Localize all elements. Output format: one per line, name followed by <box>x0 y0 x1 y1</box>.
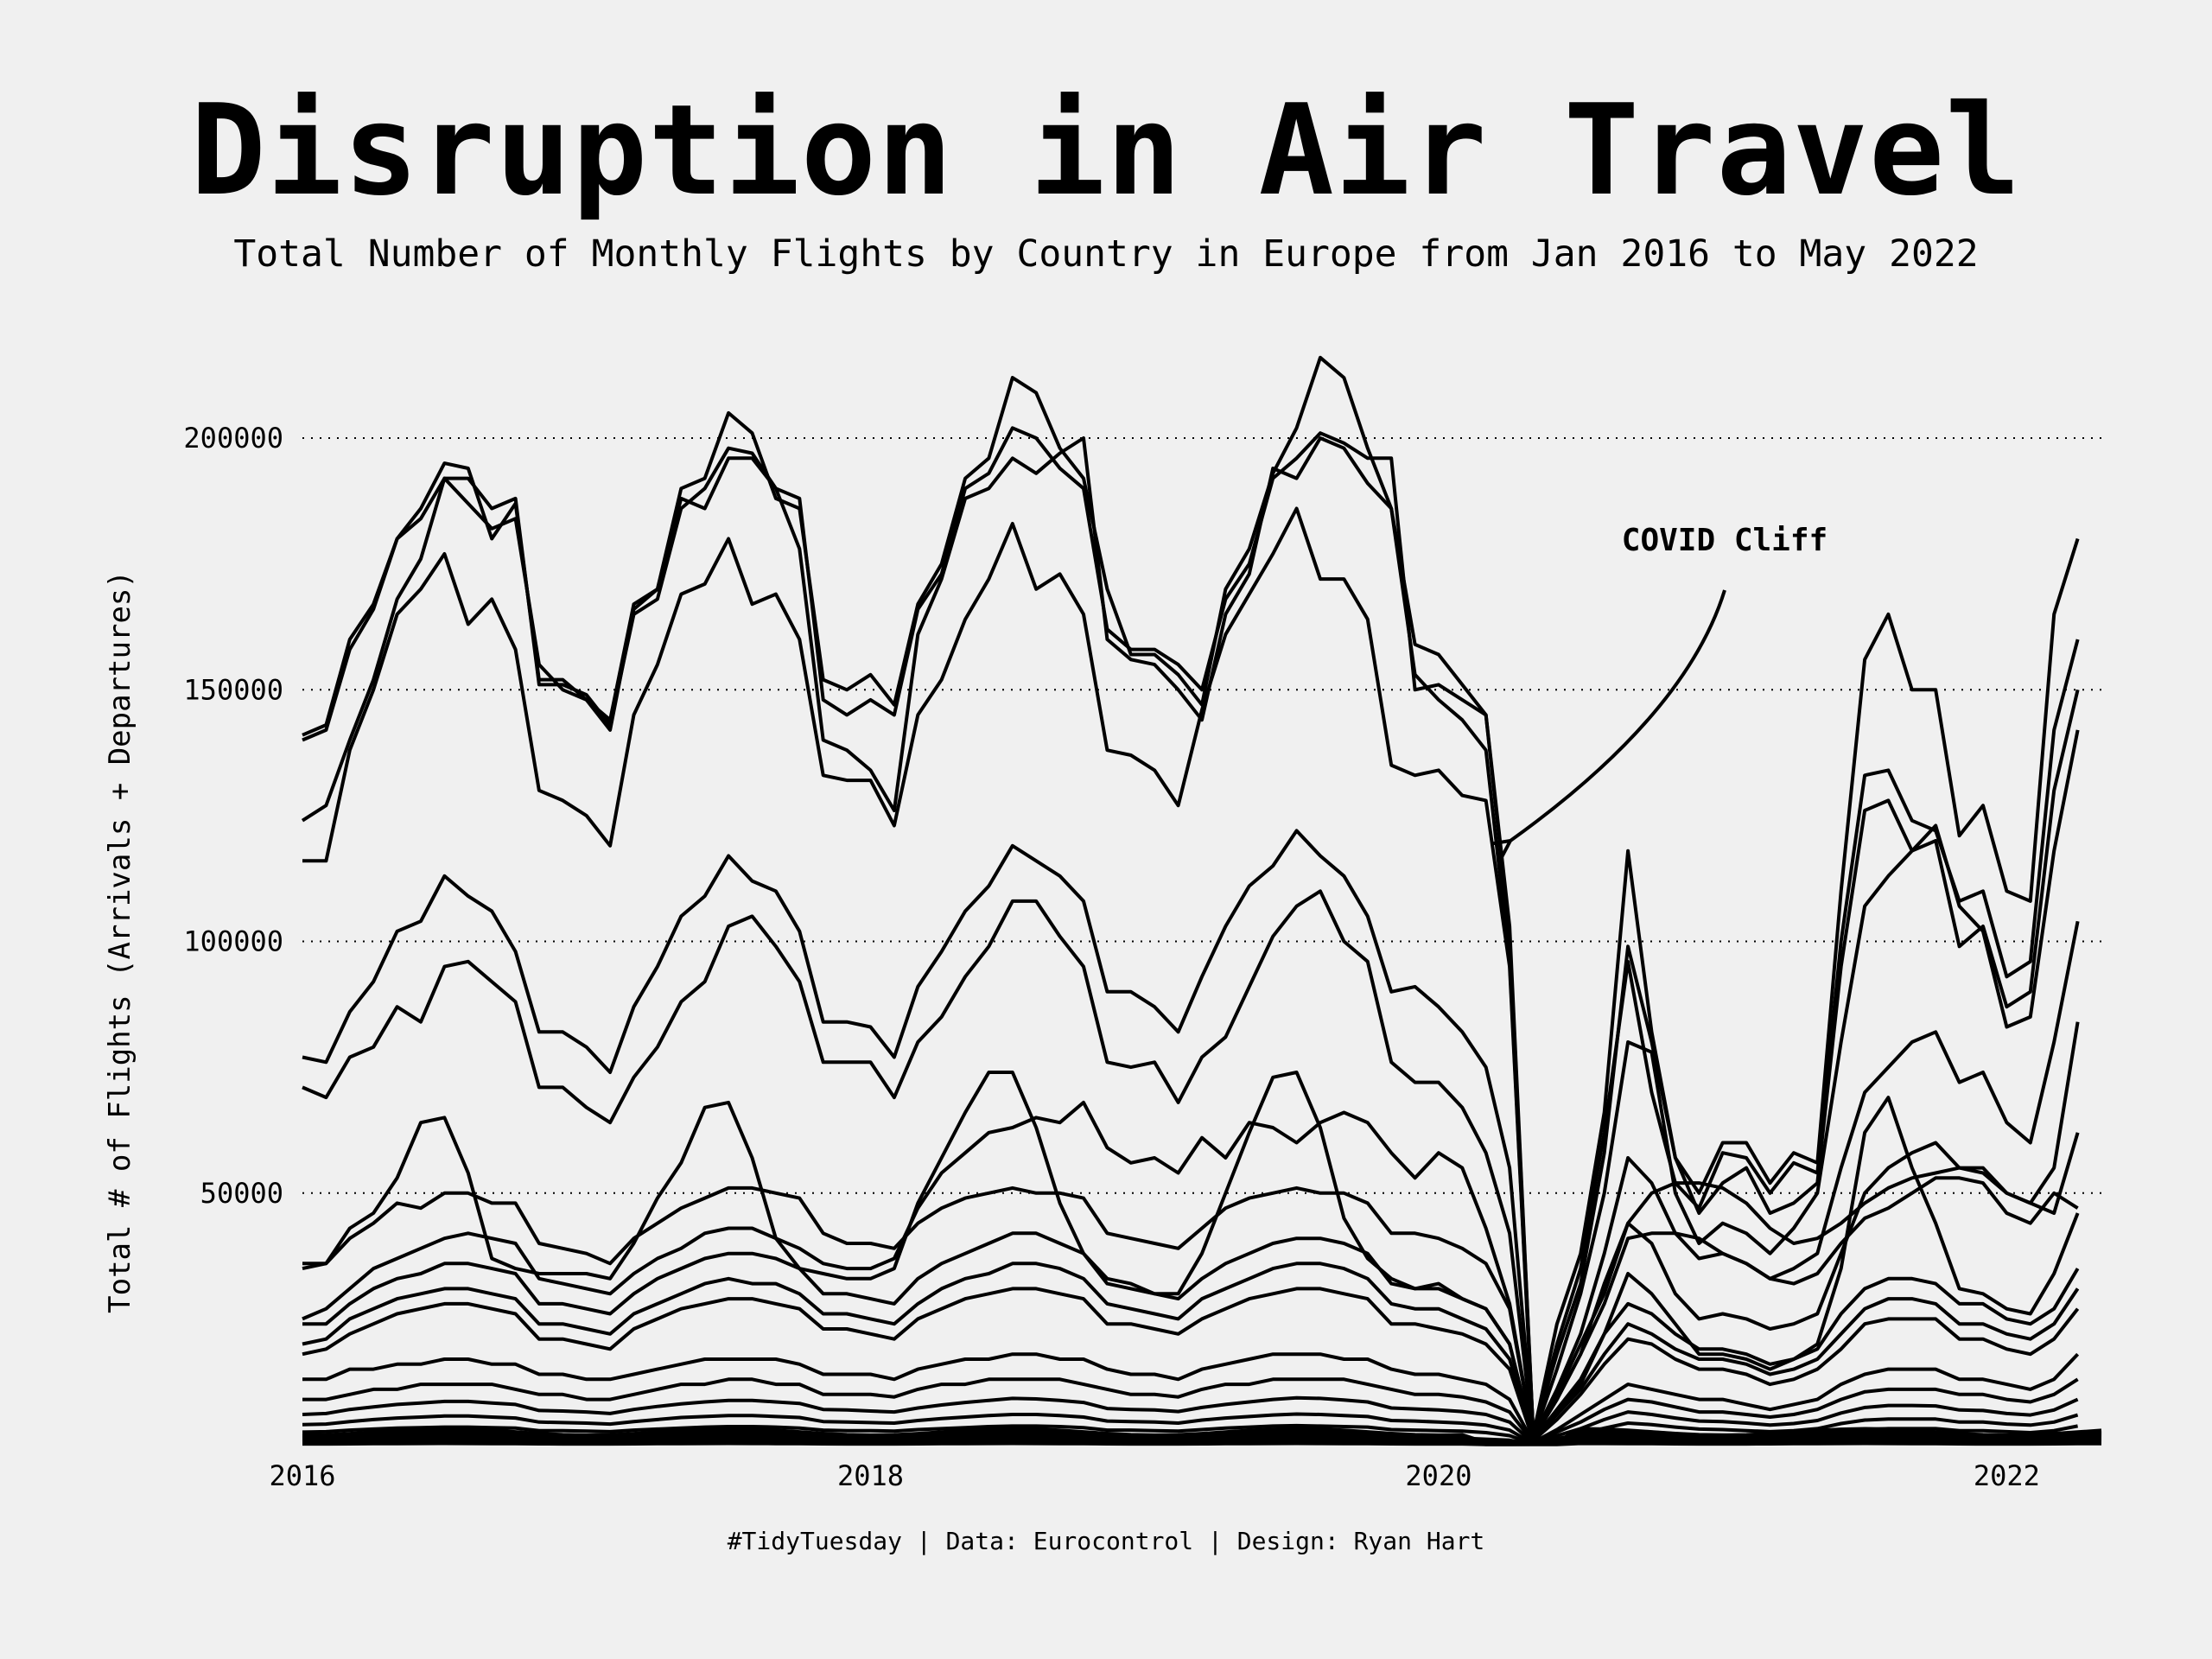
series-line-minor <box>302 1427 2102 1445</box>
annotation: COVID Cliff <box>1510 523 1827 841</box>
chart-title: Disruption in Air Travel <box>190 78 2022 224</box>
x-tick-label: 2022 <box>1974 1459 2040 1492</box>
series-line-7 <box>302 1071 2080 1442</box>
x-tick-label: 2018 <box>837 1459 904 1492</box>
series-line-5 <box>302 829 2080 1440</box>
series-lines <box>301 355 2102 1446</box>
series-line-12 <box>302 1287 2080 1443</box>
x-tick-label: 2016 <box>269 1459 335 1492</box>
series-line-14 <box>302 1377 2079 1445</box>
series-line-1 <box>302 355 2080 1437</box>
annotation-arrow <box>1510 589 1726 841</box>
chart-subtitle: Total Number of Monthly Flights by Count… <box>233 232 1979 276</box>
series-line-10 <box>302 1231 2080 1442</box>
series-line-11 <box>302 1262 2080 1442</box>
series-line-8 <box>302 1132 2080 1440</box>
gridlines <box>302 437 2101 1194</box>
series-line-3 <box>301 436 2080 1437</box>
y-tick-label: 100000 <box>183 925 283 958</box>
series-line-4 <box>302 506 2080 1440</box>
covid-cliff-label: COVID Cliff <box>1622 523 1827 558</box>
series-line-9 <box>302 1100 2079 1440</box>
x-tick-label: 2020 <box>1405 1459 1471 1492</box>
series-line-6 <box>302 889 2080 1440</box>
series-line-15 <box>302 1395 2079 1446</box>
y-axis-label: Total # of Flights (Arrivals + Departure… <box>103 570 137 1313</box>
chart-caption: #TidyTuesday | Data: Eurocontrol | Desig… <box>727 1527 1485 1555</box>
y-tick-label: 50000 <box>200 1177 283 1210</box>
y-tick-label: 200000 <box>183 422 283 454</box>
y-tick-label: 150000 <box>183 673 283 706</box>
series-line-13 <box>302 1352 2080 1445</box>
axes: 50000 100000 150000 200000 2016 2018 2020 2022 <box>183 422 2040 1492</box>
